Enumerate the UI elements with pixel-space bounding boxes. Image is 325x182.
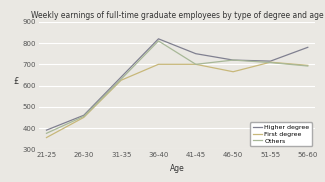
First degree (82, 116, 86, 118)
First degree (231, 71, 235, 73)
Higher degree (268, 60, 272, 62)
Others (231, 59, 235, 61)
Line: First degree: First degree (46, 62, 308, 138)
First degree (306, 64, 310, 66)
First degree (157, 63, 161, 65)
Higher degree (119, 76, 123, 78)
Higher degree (157, 38, 161, 40)
Higher degree (45, 129, 48, 131)
Higher degree (231, 59, 235, 61)
Higher degree (306, 46, 310, 48)
First degree (119, 79, 123, 81)
First degree (45, 136, 48, 139)
Higher degree (82, 114, 86, 116)
Others (45, 132, 48, 134)
First degree (194, 63, 198, 65)
Line: Higher degree: Higher degree (46, 39, 308, 130)
X-axis label: Age: Age (170, 164, 185, 173)
Legend: Higher degree, First degree, Others: Higher degree, First degree, Others (250, 122, 312, 146)
First degree (268, 61, 272, 63)
Line: Others: Others (46, 41, 308, 133)
Others (194, 63, 198, 65)
Others (82, 115, 86, 117)
Others (268, 62, 272, 64)
Others (306, 65, 310, 67)
Y-axis label: £: £ (13, 77, 19, 86)
Others (157, 40, 161, 42)
Higher degree (194, 53, 198, 55)
Title: Weekly earnings of full-time graduate employees by type of degree and age: Weekly earnings of full-time graduate em… (31, 11, 323, 20)
Others (119, 78, 123, 80)
